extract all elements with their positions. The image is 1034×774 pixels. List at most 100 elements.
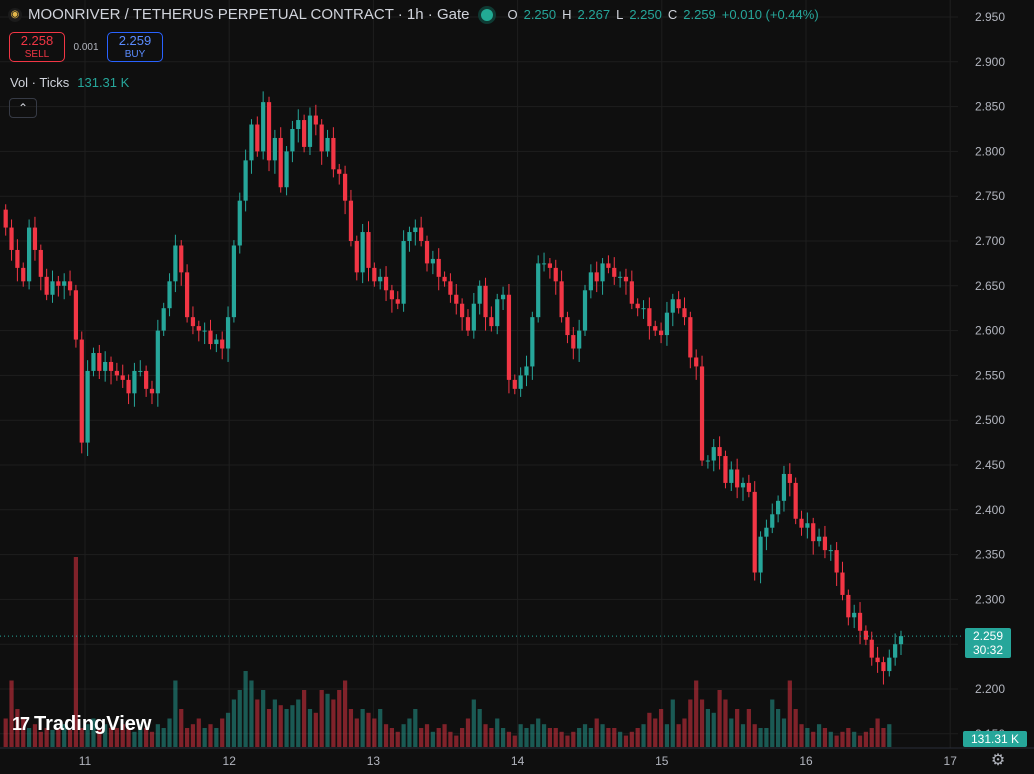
volume-bar (571, 731, 576, 747)
ohlc-low-label: L (616, 7, 624, 22)
collapse-legend-button[interactable]: ⌃ (9, 98, 37, 118)
volume-bar (190, 724, 196, 747)
candle-body (126, 379, 131, 394)
volume-bar (366, 712, 371, 747)
volume-bar (243, 671, 248, 747)
candle-body (395, 299, 400, 304)
candle-body (38, 249, 43, 277)
candle-body (342, 173, 348, 201)
symbol-title[interactable]: MOONRIVER / TETHERUS PERPETUAL CONTRACT … (28, 6, 470, 23)
candle-body (448, 281, 453, 295)
candle-body (518, 375, 523, 389)
candle-body (512, 379, 517, 389)
candle-body (225, 317, 231, 349)
volume-bar (319, 690, 324, 747)
volume-bar (577, 728, 582, 747)
volume-bar (261, 690, 266, 747)
candle-body (816, 536, 822, 542)
candle-body (571, 335, 576, 349)
buy-button[interactable]: 2.259 BUY (107, 32, 163, 62)
volume-legend[interactable]: Vol · Ticks 131.31 K (10, 75, 129, 90)
candle-body (471, 303, 476, 331)
buy-label: BUY (124, 48, 146, 60)
time-tick-label: 17 (944, 754, 958, 768)
volume-bar (676, 724, 681, 747)
volume-bar (430, 731, 435, 747)
volume-bar (688, 699, 693, 747)
volume-bar (126, 728, 131, 747)
volume-bar (828, 731, 833, 747)
candle-body (202, 330, 207, 332)
volume-bar (565, 735, 570, 747)
candle-body (881, 662, 886, 672)
candle-body (647, 308, 652, 327)
gear-icon[interactable]: ⚙ (990, 752, 1006, 769)
volume-bar (372, 718, 377, 747)
candle-body (776, 500, 781, 515)
candle-body (97, 353, 102, 371)
volume-bar (641, 724, 646, 747)
time-tick-label: 16 (799, 754, 813, 768)
volume-bar (758, 728, 763, 747)
volume-bar (811, 731, 816, 747)
candle-body (740, 482, 746, 488)
volume-bar (723, 699, 728, 747)
volume-bar (184, 728, 190, 747)
candle-body (629, 281, 634, 304)
volume-bar (342, 680, 348, 747)
volume-legend-value: 131.31 K (77, 75, 130, 90)
volume-bar (664, 724, 670, 747)
volume-bar (32, 724, 38, 747)
volume-bar (225, 712, 231, 747)
candle-body (606, 263, 611, 268)
volume-bar (44, 728, 49, 747)
candle-body (758, 536, 763, 573)
candle-body (266, 102, 272, 161)
candle-body (155, 330, 160, 394)
volume-bar (588, 728, 593, 747)
candle-body (261, 102, 266, 152)
volume-bar (114, 728, 119, 747)
volume-bar (670, 699, 675, 747)
candle-body (360, 232, 365, 273)
buy-price: 2.259 (118, 33, 152, 49)
candle-body (699, 366, 705, 461)
volume-bar (179, 709, 184, 747)
volume-bar (56, 728, 61, 747)
volume-bar (214, 728, 219, 747)
volume-bar (863, 731, 868, 747)
volume-bar (120, 724, 125, 747)
candle-body (413, 227, 418, 233)
candle-body (828, 550, 833, 552)
candle-body (711, 447, 716, 461)
volume-bar (155, 724, 160, 747)
candle-body (44, 276, 49, 295)
volume-bar (348, 709, 354, 747)
price-tick-label: 2.550 (975, 368, 1005, 382)
volume-bar (541, 724, 547, 747)
candles (3, 91, 904, 685)
time-axis[interactable]: 11 12 13 14 15 16 17 (79, 754, 957, 768)
candle-body (834, 550, 839, 573)
candle-body (196, 326, 201, 331)
volume-bar (307, 709, 313, 747)
volume-bar (325, 693, 330, 747)
candle-body (694, 357, 699, 367)
volume-bar (266, 709, 272, 747)
tradingview-logo[interactable]: 17 TradingView (12, 713, 151, 736)
volume-bar (108, 728, 114, 747)
candle-body (729, 469, 734, 483)
volume-bar (231, 699, 237, 747)
volume-bar (746, 709, 751, 747)
sell-button[interactable]: 2.258 SELL (9, 32, 65, 62)
volume-bar (653, 718, 658, 747)
candle-body (577, 330, 582, 349)
candle-body (366, 232, 371, 268)
volume-bar (816, 724, 822, 747)
volume-bar (15, 709, 20, 747)
axis-tags: 2.259 30:32 131.31 K (963, 628, 1027, 747)
candle-body (822, 536, 828, 551)
candle-body (869, 639, 874, 658)
volume-bar (50, 729, 55, 747)
